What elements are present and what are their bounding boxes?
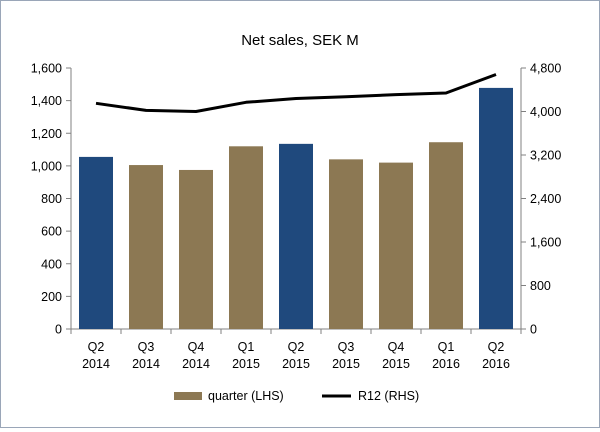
chart-title: Net sales, SEK M <box>241 32 359 49</box>
left-tick-label: 600 <box>41 225 62 239</box>
bar-quarter <box>129 165 163 329</box>
left-tick-label: 0 <box>55 323 62 337</box>
bar-quarter <box>329 159 363 329</box>
right-tick-label: 0 <box>530 323 537 337</box>
x-tick-label-quarter: Q4 <box>188 340 205 354</box>
left-tick-label: 1,600 <box>31 62 62 76</box>
x-tick-label-year: 2014 <box>82 357 110 371</box>
r12-line-layer <box>95 73 497 113</box>
x-tick-label-quarter: Q3 <box>138 340 155 354</box>
bars <box>79 87 513 330</box>
bar-quarter <box>79 156 113 329</box>
right-tick-label: 4,000 <box>530 105 561 119</box>
x-tick-label-year: 2014 <box>132 357 160 371</box>
left-tick-label: 800 <box>41 192 62 206</box>
legend: quarter (LHS) R12 (RHS) <box>174 389 419 403</box>
bar-quarter <box>179 169 213 329</box>
x-tick-label-year: 2015 <box>232 357 260 371</box>
x-tick-label-year: 2015 <box>282 357 310 371</box>
right-tick-label: 800 <box>530 279 551 293</box>
right-tick-label: 1,600 <box>530 236 561 250</box>
x-tick-label-quarter: Q1 <box>438 340 455 354</box>
left-tick-label: 1,400 <box>31 94 62 108</box>
x-tick-label-quarter: Q2 <box>88 340 105 354</box>
x-tick-label-quarter: Q2 <box>288 340 305 354</box>
x-tick-label-quarter: Q4 <box>388 340 405 354</box>
right-tick-label: 4,800 <box>530 62 561 76</box>
left-tick-label: 1,200 <box>31 127 62 141</box>
bar-quarter <box>479 87 513 330</box>
legend-label-r12: R12 (RHS) <box>358 389 419 403</box>
bar-quarter <box>279 143 313 329</box>
right-tick-label: 3,200 <box>530 149 561 163</box>
tick-labels: 0 200 400 600 800 1,000 1,200 1,400 1,600 0 800 1,6… <box>31 62 562 372</box>
x-tick-label-year: 2015 <box>382 357 410 371</box>
left-tick-label: 1,000 <box>31 159 62 173</box>
x-tick-label-year: 2016 <box>432 357 460 371</box>
left-tick-label: 400 <box>41 257 62 271</box>
left-tick-label: 200 <box>41 290 62 304</box>
x-tick-label-year: 2015 <box>332 357 360 371</box>
r12-line <box>95 73 497 113</box>
legend-swatch-quarter <box>174 392 202 400</box>
legend-label-quarter: quarter (LHS) <box>208 389 284 403</box>
x-tick-label-quarter: Q2 <box>488 340 505 354</box>
bar-quarter <box>229 146 263 329</box>
x-tick-label-quarter: Q3 <box>338 340 355 354</box>
bar-quarter <box>379 162 413 329</box>
right-tick-label: 2,400 <box>530 192 561 206</box>
x-tick-label-year: 2014 <box>182 357 210 371</box>
x-tick-label-quarter: Q1 <box>238 340 255 354</box>
bar-quarter <box>429 142 463 329</box>
x-tick-label-year: 2016 <box>482 357 510 371</box>
